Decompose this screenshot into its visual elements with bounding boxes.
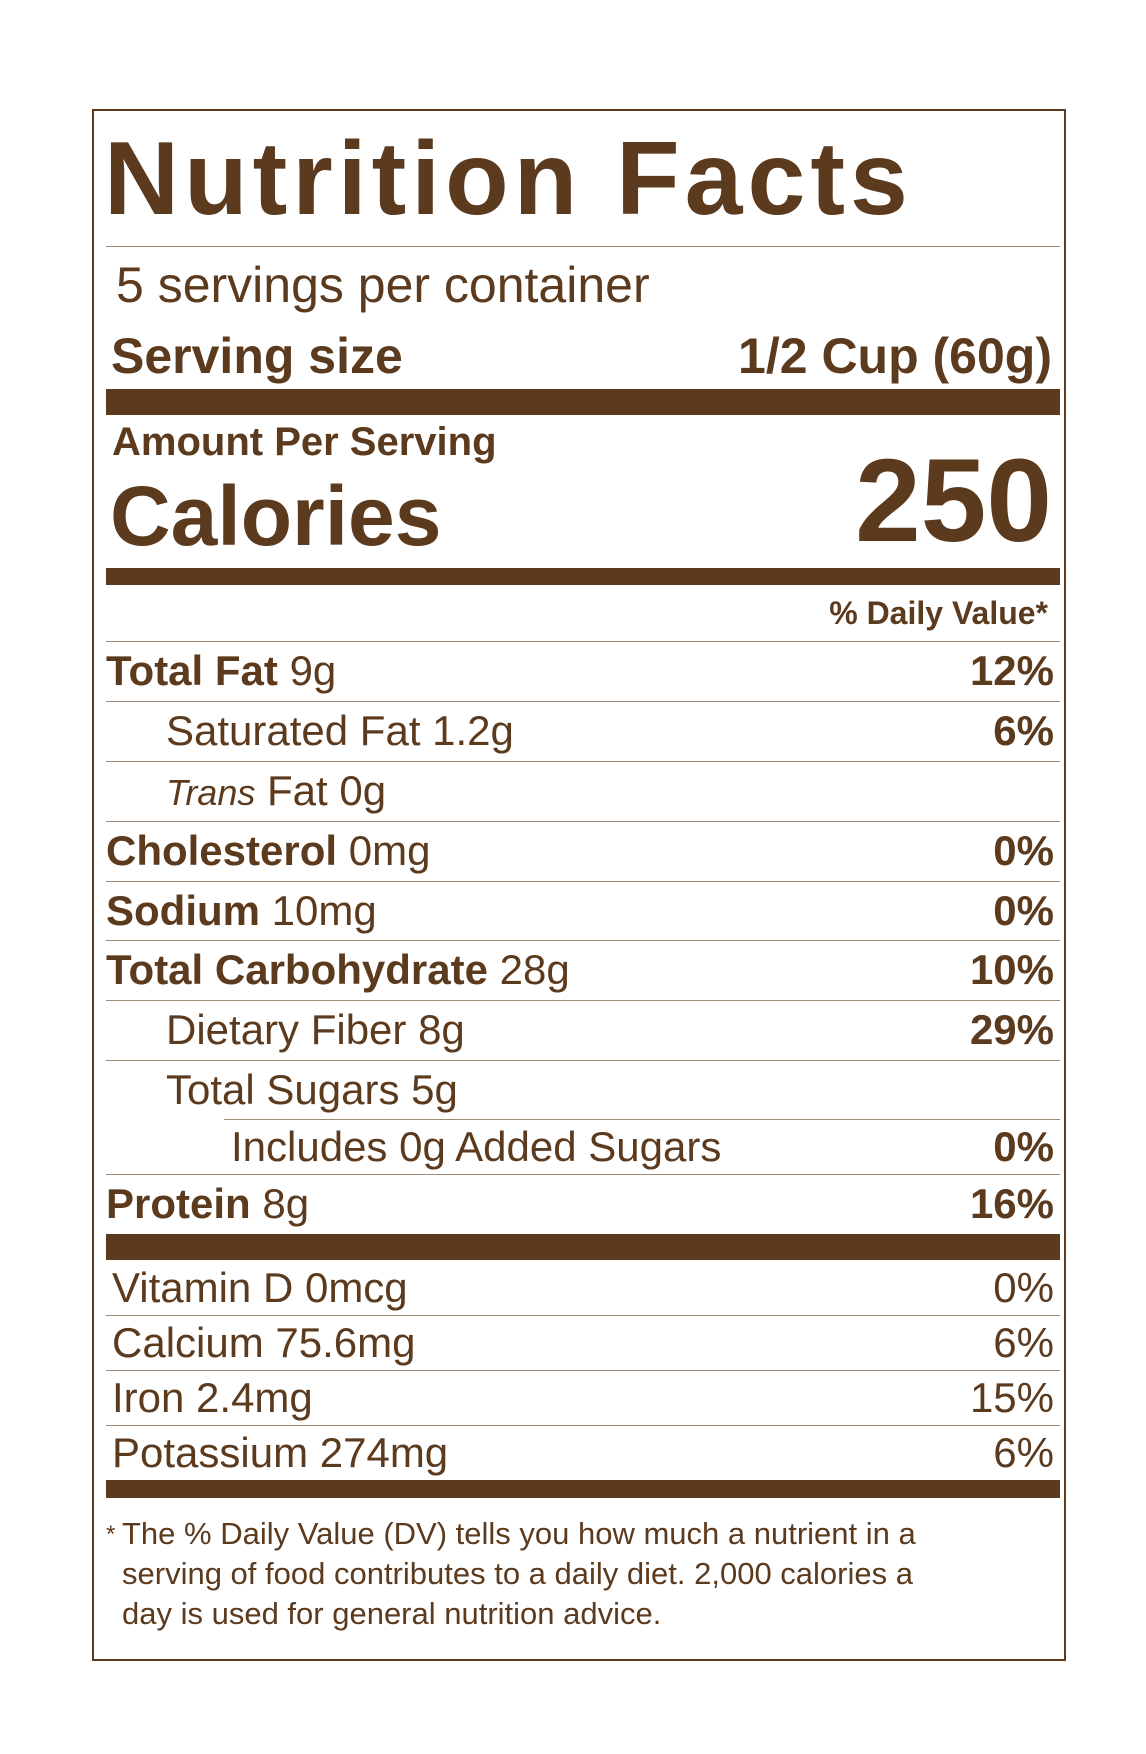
nutrient-amount: 5g [411,1066,458,1113]
nutrient-row-total-sugars: Total Sugars 5g [106,1060,1060,1120]
nutrient-row-total-carbohydrate: Total Carbohydrate 28g 10% [106,940,1060,1000]
footnote-asterisk: * [106,1521,116,1548]
divider [106,641,1060,642]
divider [106,1370,1060,1371]
calories-label: Calories [110,469,442,563]
nutrient-dv: 10% [969,946,1054,993]
vitamin-label: Calcium 75.6mg [112,1318,416,1366]
serving-size-value: 1/2 Cup (60g) [738,328,1052,384]
nutrient-row-total-fat: Total Fat 9g 12% [106,641,1060,701]
nutrient-dv: 12% [969,647,1054,694]
nutrient-dv: 0% [993,1122,1054,1170]
nutrient-dv: 29% [969,1006,1054,1053]
divider [106,1060,1060,1061]
page-title: Nutrition Facts [104,121,913,237]
nutrient-row-sodium: Sodium 10mg 0% [106,881,1060,941]
nutrient-name: Cholesterol [106,827,338,874]
divider [106,1000,1060,1001]
nutrient-amount: 0mg [348,827,431,874]
nutrient-row-added-sugars: Includes 0g Added Sugars 0% [106,1119,1060,1174]
label-border [92,109,1066,1661]
nutrient-name: Total Carbohydrate [106,946,488,993]
nutrient-row-cholesterol: Cholesterol 0mg 0% [106,821,1060,881]
nutrient-amount: 0g [339,767,387,814]
nutrient-amount: 10mg [271,887,377,934]
nutrient-name: Dietary Fiber [166,1006,407,1053]
serving-size-label: Serving size [111,328,403,384]
nutrient-name: Saturated Fat [166,707,421,754]
nutrient-row-dietary-fiber: Dietary Fiber 8g 29% [106,1000,1060,1060]
calories-value: 250 [855,435,1052,567]
medium-bar [106,1480,1060,1498]
vitamin-dv: 0% [993,1263,1054,1311]
vitamin-label: Vitamin D 0mcg [112,1263,408,1311]
vitamin-row: Potassium 274mg 6% [106,1425,1060,1480]
nutrient-amount: 8g [418,1006,465,1053]
vitamin-row: Iron 2.4mg 15% [106,1370,1060,1425]
nutrient-name: Total Fat [106,647,278,694]
amount-per-serving: Amount Per Serving [112,420,497,464]
nutrient-amount: 8g [262,1180,310,1227]
nutrient-name: Total Sugars [166,1066,400,1113]
divider [106,1425,1060,1426]
daily-value-header: % Daily Value* [829,595,1048,631]
nutrient-amount: 1.2g [432,707,514,754]
nutrient-amount: 9g [289,647,337,694]
vitamin-row: Calcium 75.6mg 6% [106,1315,1060,1370]
vitamin-dv: 15% [969,1373,1054,1421]
divider [106,701,1060,702]
divider [106,761,1060,762]
medium-bar [106,568,1060,585]
divider [106,821,1060,822]
footnote-line: The % Daily Value (DV) tells you how muc… [122,1516,916,1551]
nutrient-name: Sodium [106,887,260,934]
nutrient-row-saturated-fat: Saturated Fat 1.2g 6% [106,701,1060,761]
nutrient-dv: 0% [993,887,1054,934]
nutrient-name: Includes 0g Added Sugars [231,1122,722,1170]
divider [106,1315,1060,1316]
vitamin-dv: 6% [993,1318,1054,1366]
divider [106,1174,1060,1175]
vitamin-dv: 6% [993,1428,1054,1476]
footnote-line: serving of food contributes to a daily d… [122,1556,913,1591]
vitamin-label: Potassium 274mg [112,1428,449,1476]
nutrient-dv: 16% [969,1180,1054,1227]
footnote-line: day is used for general nutrition advice… [122,1596,662,1631]
nutrient-name-rest: Fat [267,767,328,814]
nutrient-row-trans-fat: Trans Fat 0g [106,761,1060,821]
servings-per-container: 5 servings per container [116,257,650,313]
nutrient-row-protein: Protein 8g 16% [106,1174,1060,1234]
divider [106,940,1060,941]
thick-bar [106,389,1060,415]
vitamin-label: Iron 2.4mg [112,1373,313,1421]
thick-bar [106,1234,1060,1260]
nutrient-dv: 0% [993,827,1054,874]
divider [224,1119,1060,1120]
divider [106,881,1060,882]
nutrient-name: Protein [106,1180,251,1227]
nutrient-name: Trans [166,772,256,813]
nutrient-dv: 6% [993,707,1054,754]
divider [106,246,1060,247]
nutrient-amount: 28g [499,946,570,993]
vitamin-row: Vitamin D 0mcg 0% [106,1260,1060,1315]
